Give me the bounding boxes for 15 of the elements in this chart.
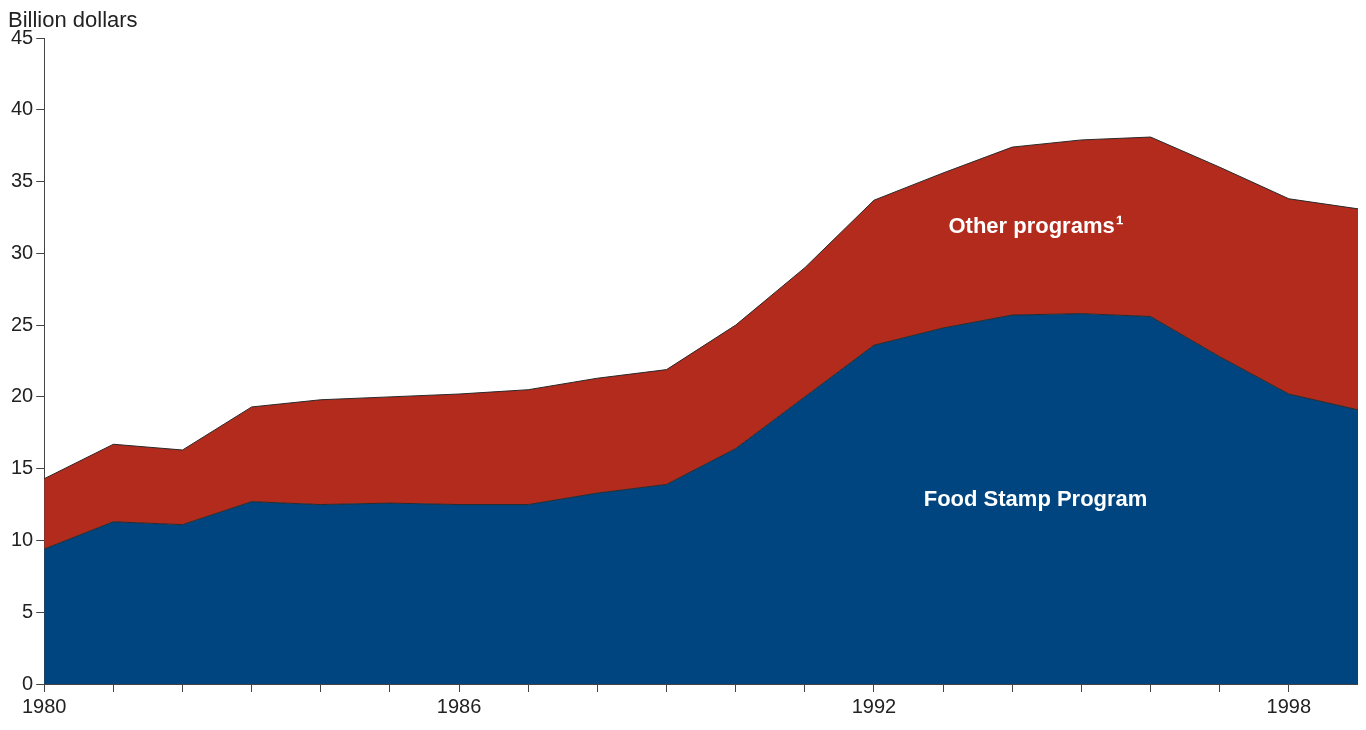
x-tick-label: 1992 bbox=[851, 694, 897, 717]
series-label: Other programs¹ bbox=[948, 211, 1124, 239]
y-tick-label: 0 bbox=[22, 671, 34, 694]
x-tick-label: 1998 bbox=[1266, 694, 1312, 717]
y-tick-label: 35 bbox=[11, 169, 34, 192]
series-label: Food Stamp Program bbox=[923, 486, 1148, 512]
y-tick-label: 5 bbox=[22, 599, 34, 622]
y-tick-label: 30 bbox=[11, 240, 34, 263]
x-tick-label: 1986 bbox=[436, 694, 482, 717]
y-tick-label: 20 bbox=[11, 384, 34, 407]
y-tick-label: 15 bbox=[11, 456, 34, 479]
y-tick-label: 25 bbox=[11, 312, 34, 335]
y-tick-label: 40 bbox=[11, 97, 34, 120]
y-tick-label: 10 bbox=[11, 527, 34, 550]
x-tick-label: 1980 bbox=[22, 694, 67, 717]
